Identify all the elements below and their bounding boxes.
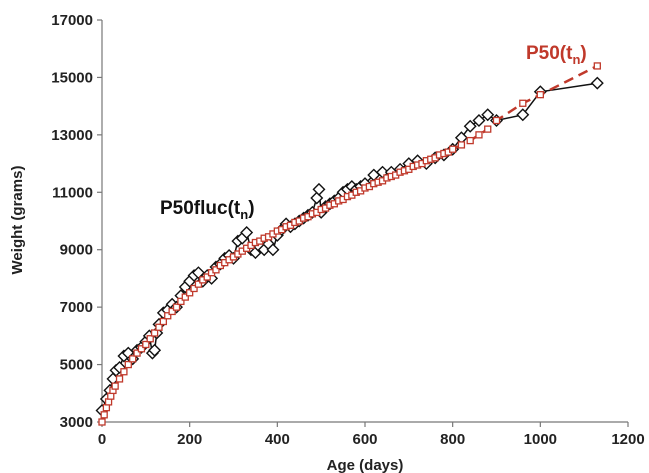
- x-tick-label: 800: [440, 431, 465, 448]
- series-1: [98, 62, 601, 426]
- data-point: [172, 303, 181, 311]
- y-tick-label: 3000: [60, 414, 93, 431]
- y-tick-label: 7000: [60, 299, 93, 316]
- data-point: [472, 114, 486, 127]
- series-layer: [95, 62, 604, 426]
- axes: 3000 5000 7000 9000 11000 13000 15000 17000 0 200…: [51, 12, 644, 448]
- data-point: [146, 335, 154, 343]
- data-point: [463, 119, 477, 133]
- series-label-p50: P50(tn): [526, 43, 587, 67]
- data-point: [536, 91, 544, 99]
- data-point: [177, 297, 185, 306]
- data-point: [115, 375, 124, 383]
- data-point: [466, 136, 474, 145]
- series-label-p50fluc: P50fluc(tn): [160, 198, 255, 222]
- data-point: [155, 323, 163, 331]
- x-tick-label: 1000: [524, 431, 557, 448]
- y-tick-label: 9000: [60, 242, 93, 259]
- data-point: [100, 411, 108, 419]
- data-point: [186, 289, 194, 297]
- y-tick-label: 17000: [51, 12, 93, 29]
- x-axis-title: Age (days): [327, 457, 404, 473]
- data-point: [120, 368, 128, 376]
- y-tick-label: 13000: [51, 127, 93, 144]
- x-tick-label: 600: [352, 431, 377, 448]
- data-point: [212, 266, 220, 274]
- series-line: [101, 82, 598, 411]
- data-point: [492, 116, 501, 125]
- data-point: [266, 243, 280, 257]
- data-point: [240, 225, 254, 239]
- data-point: [519, 99, 527, 107]
- data-point: [484, 125, 492, 133]
- data-point: [133, 349, 141, 357]
- data-point: [129, 355, 137, 363]
- data-point: [449, 145, 457, 153]
- data-point: [312, 182, 326, 196]
- data-point: [593, 62, 601, 70]
- data-point: [164, 312, 172, 320]
- data-point: [150, 329, 159, 337]
- data-point: [159, 317, 168, 326]
- data-point: [124, 360, 132, 369]
- data-point: [457, 141, 466, 149]
- data-point: [203, 273, 211, 281]
- data-point: [481, 108, 495, 122]
- y-axis-title: Weight (grams): [9, 166, 26, 275]
- data-point: [168, 307, 176, 316]
- y-tick-label: 5000: [60, 357, 93, 374]
- data-point: [111, 382, 119, 390]
- data-point: [516, 108, 530, 122]
- y-tick-label: 11000: [52, 184, 93, 201]
- data-point: [142, 340, 150, 349]
- data-point: [590, 76, 604, 90]
- x-tick-label: 400: [265, 431, 290, 448]
- data-point: [475, 131, 483, 139]
- y-tick-label: 15000: [51, 69, 93, 86]
- x-tick-label: 1200: [611, 431, 644, 448]
- data-point: [137, 345, 146, 353]
- data-point: [190, 284, 198, 293]
- data-point: [148, 343, 162, 357]
- data-point: [194, 280, 203, 288]
- x-tick-label: 0: [98, 431, 106, 448]
- series-0: [95, 76, 604, 418]
- x-tick-label: 200: [177, 431, 202, 448]
- data-point: [181, 293, 189, 301]
- data-point: [98, 418, 106, 426]
